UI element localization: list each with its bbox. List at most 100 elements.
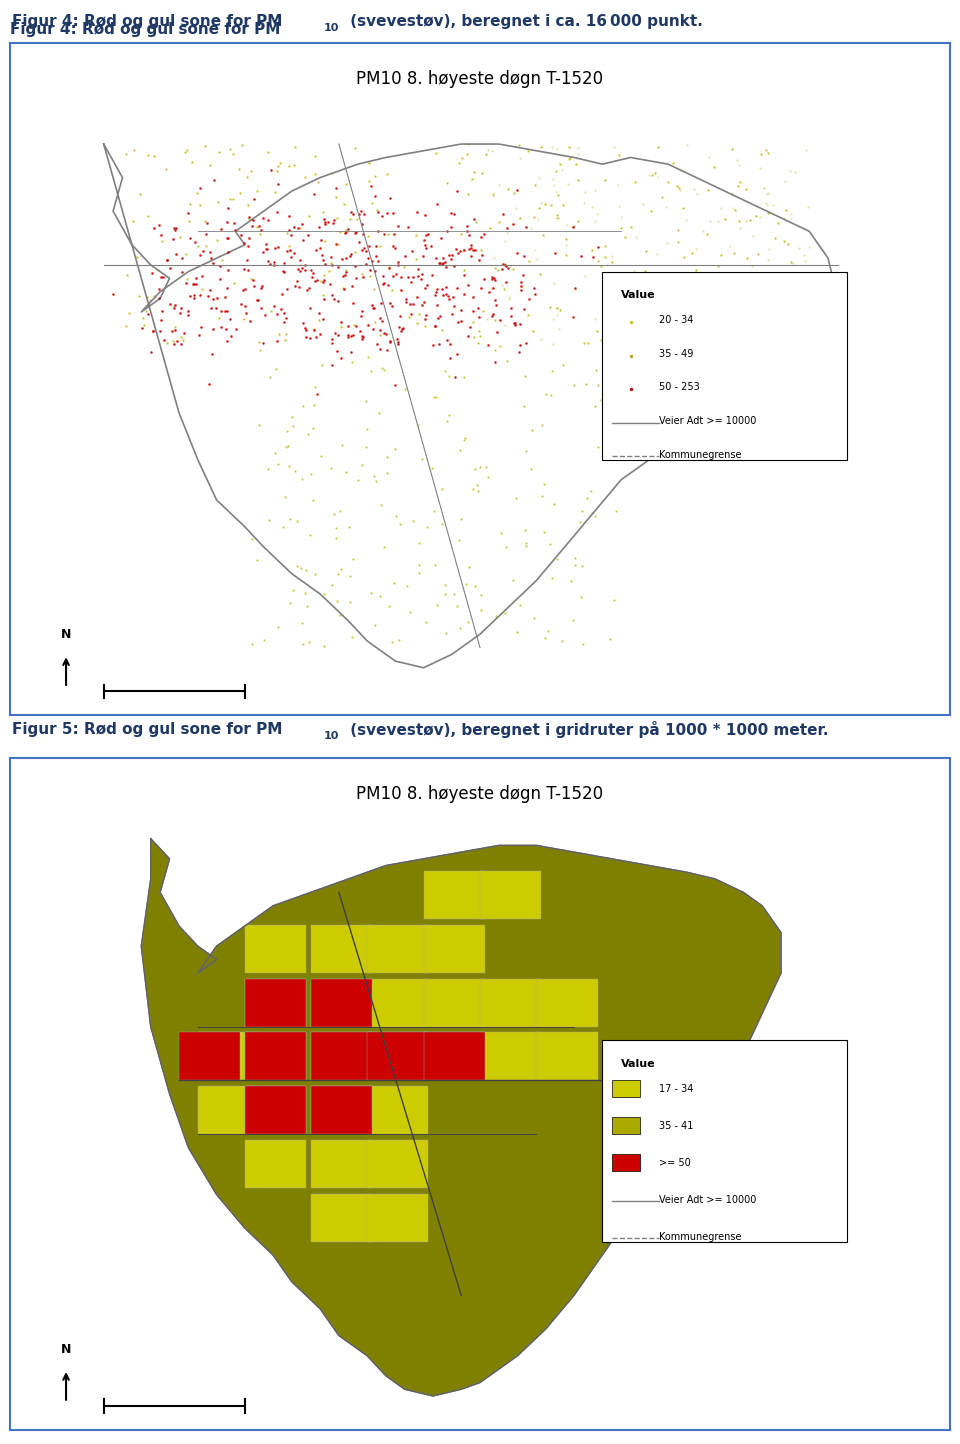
Point [129,245,144,269]
Point [330,562,346,585]
Bar [423,926,485,973]
Point [595,305,611,328]
Point [250,549,265,572]
Point [550,206,565,230]
Point [757,308,773,331]
Bar [367,1194,428,1242]
Point [453,222,468,245]
Point [697,269,712,292]
Point [458,573,473,596]
Point [365,296,380,319]
Point [332,500,348,523]
Point [473,276,489,299]
Point [303,258,319,282]
Point [390,214,405,237]
Point [484,266,499,289]
Point [456,365,471,388]
Point [732,217,748,240]
Point [324,162,340,185]
Point [489,605,504,628]
Point [496,277,512,300]
Point [369,199,384,222]
Point [779,199,794,222]
Point [245,214,260,237]
Point [590,435,606,458]
Point [271,453,286,477]
Point [296,632,311,656]
Point [228,218,243,241]
Point [166,332,181,355]
Point [298,316,313,339]
Point [263,299,278,322]
Point [196,240,211,263]
Point [548,206,564,230]
Point [343,243,358,266]
Point [728,198,743,221]
Point [484,305,499,328]
Point [415,244,430,267]
Point [517,518,533,542]
Point [290,217,305,240]
Point [598,169,613,192]
Point [466,310,481,334]
Point [232,182,248,205]
Point [463,237,478,260]
Point [563,146,578,169]
Text: 20 - 34: 20 - 34 [659,315,693,325]
Point [432,305,447,328]
Point [326,503,342,526]
Bar [179,1032,240,1080]
Point [269,159,284,182]
Point [199,212,214,235]
Point [180,139,195,162]
Text: Veier Adt >= 10000: Veier Adt >= 10000 [659,416,756,426]
Point [475,299,491,322]
Point [499,349,515,373]
Point [187,230,203,253]
Point [578,373,593,396]
Bar [245,1032,306,1080]
Point [235,279,251,302]
Point [332,221,348,244]
Point [294,557,309,580]
Point [394,266,409,289]
Point [220,276,235,299]
Point [180,299,196,322]
Point [169,329,184,352]
Point [572,511,588,534]
Point [542,295,558,318]
Point [429,192,444,215]
Point [479,308,494,331]
Point [724,183,739,206]
Point [333,557,348,580]
Point [575,554,590,578]
Bar [311,979,372,1027]
Point [466,300,481,323]
Point [360,313,375,336]
Point [458,426,473,449]
Point [611,143,626,166]
Point [663,305,679,328]
Point [158,157,174,180]
Point [641,163,657,186]
Point [243,267,258,290]
Point [548,180,564,204]
Point [477,267,492,290]
Point [342,208,357,231]
Point [343,244,358,267]
Point [739,247,755,270]
Point [709,269,725,292]
Point [579,487,594,510]
Point [106,283,121,306]
Point [270,615,285,638]
Point [512,146,527,169]
Point [780,318,796,341]
Point [226,143,241,166]
Point [800,196,815,219]
Point [428,247,444,270]
Point [224,325,239,348]
Point [577,180,592,204]
Point [356,222,372,245]
Point [317,212,332,235]
Point [411,531,426,554]
